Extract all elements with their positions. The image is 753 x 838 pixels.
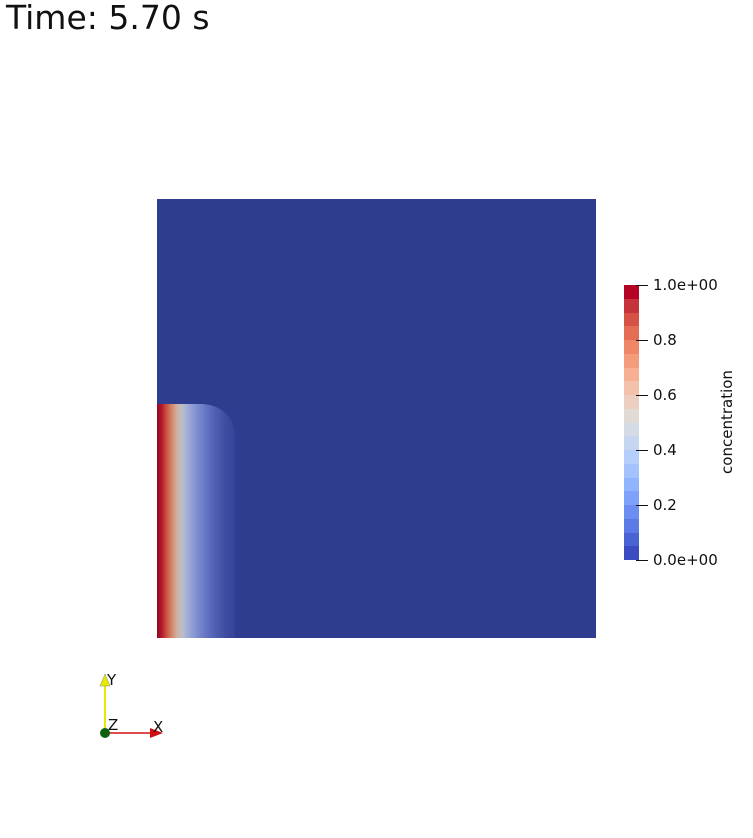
- tick-label: 0.8: [653, 331, 677, 349]
- tick-label: 0.6: [653, 386, 677, 404]
- color-band: [624, 353, 639, 368]
- color-band: [624, 491, 639, 505]
- color-band: [624, 408, 639, 423]
- z-axis-dot-icon: [100, 728, 110, 738]
- color-band: [624, 298, 639, 313]
- color-band: [624, 381, 639, 395]
- tick-mark: [636, 450, 648, 451]
- color-band: [624, 463, 639, 478]
- color-band: [624, 326, 639, 340]
- concentration-plume: [157, 404, 235, 638]
- tick-mark: [636, 505, 648, 506]
- color-band: [624, 505, 639, 519]
- tick-mark: [636, 560, 648, 561]
- tick-mark: [636, 395, 648, 396]
- tick-label: 0.0e+00: [653, 551, 718, 569]
- time-annotation: Time: 5.70 s: [6, 0, 210, 37]
- color-band: [624, 518, 639, 533]
- color-band: [624, 312, 639, 327]
- color-band: [624, 285, 639, 299]
- tick-mark: [636, 285, 648, 286]
- x-axis-arrow-icon: [150, 728, 163, 738]
- color-band: [624, 395, 639, 409]
- orientation-axes: [99, 673, 163, 738]
- color-band: [624, 450, 639, 464]
- color-band: [624, 367, 639, 382]
- x-axis-label: X: [153, 718, 164, 736]
- concentration-field-render[interactable]: [157, 199, 596, 638]
- color-band: [624, 436, 639, 450]
- color-band: [624, 546, 639, 560]
- z-axis-label: Z: [108, 716, 119, 734]
- tick-label: 1.0e+00: [653, 276, 718, 294]
- y-axis-label: Y: [107, 671, 117, 689]
- color-band: [624, 532, 639, 547]
- color-band: [624, 422, 639, 437]
- color-band: [624, 340, 639, 354]
- tick-label: 0.4: [653, 441, 677, 459]
- color-band: [624, 477, 639, 492]
- y-axis-arrow-icon: [99, 673, 111, 687]
- color-legend-title: concentration: [718, 370, 736, 474]
- tick-mark: [636, 340, 648, 341]
- color-legend-bar: [624, 285, 639, 560]
- tick-label: 0.2: [653, 496, 677, 514]
